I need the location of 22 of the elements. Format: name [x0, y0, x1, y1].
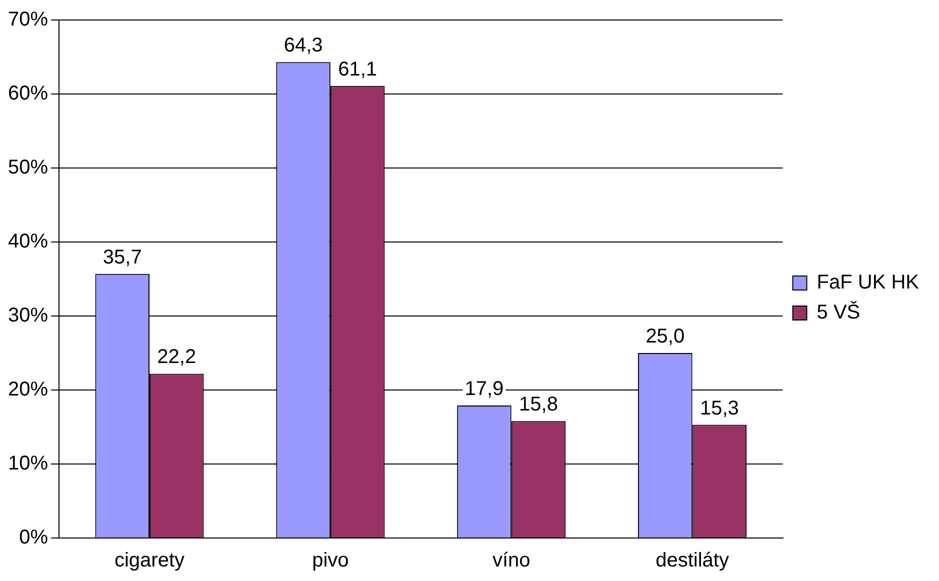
y-tick-label: 0%	[19, 526, 48, 549]
data-label: 15,3	[700, 397, 739, 420]
data-label: 61,1	[338, 58, 378, 80]
legend-label: 5 VŠ	[816, 300, 860, 324]
x-tick-label: víno	[492, 550, 530, 572]
data-label: 64,3	[284, 34, 323, 57]
y-tick-label: 60%	[8, 82, 48, 105]
y-tick-label: 40%	[8, 230, 48, 253]
y-tick-label: 30%	[8, 304, 48, 327]
data-label: 15,8	[519, 394, 558, 416]
data-label: 22,2	[157, 346, 196, 368]
y-tick-label: 20%	[8, 378, 48, 401]
y-tick-label: 70%	[8, 8, 48, 31]
data-label: 35,7	[102, 246, 142, 268]
y-tick-label: 10%	[8, 452, 48, 475]
data-label: 25,0	[646, 326, 685, 348]
x-tick-label: destiláty	[656, 550, 729, 572]
y-tick-label: 50%	[8, 156, 48, 179]
x-tick-label: pivo	[312, 550, 349, 572]
legend-label: FaF UK HK	[816, 272, 920, 294]
data-label: 17,9	[464, 378, 504, 400]
x-tick-label: cigarety	[114, 550, 185, 572]
